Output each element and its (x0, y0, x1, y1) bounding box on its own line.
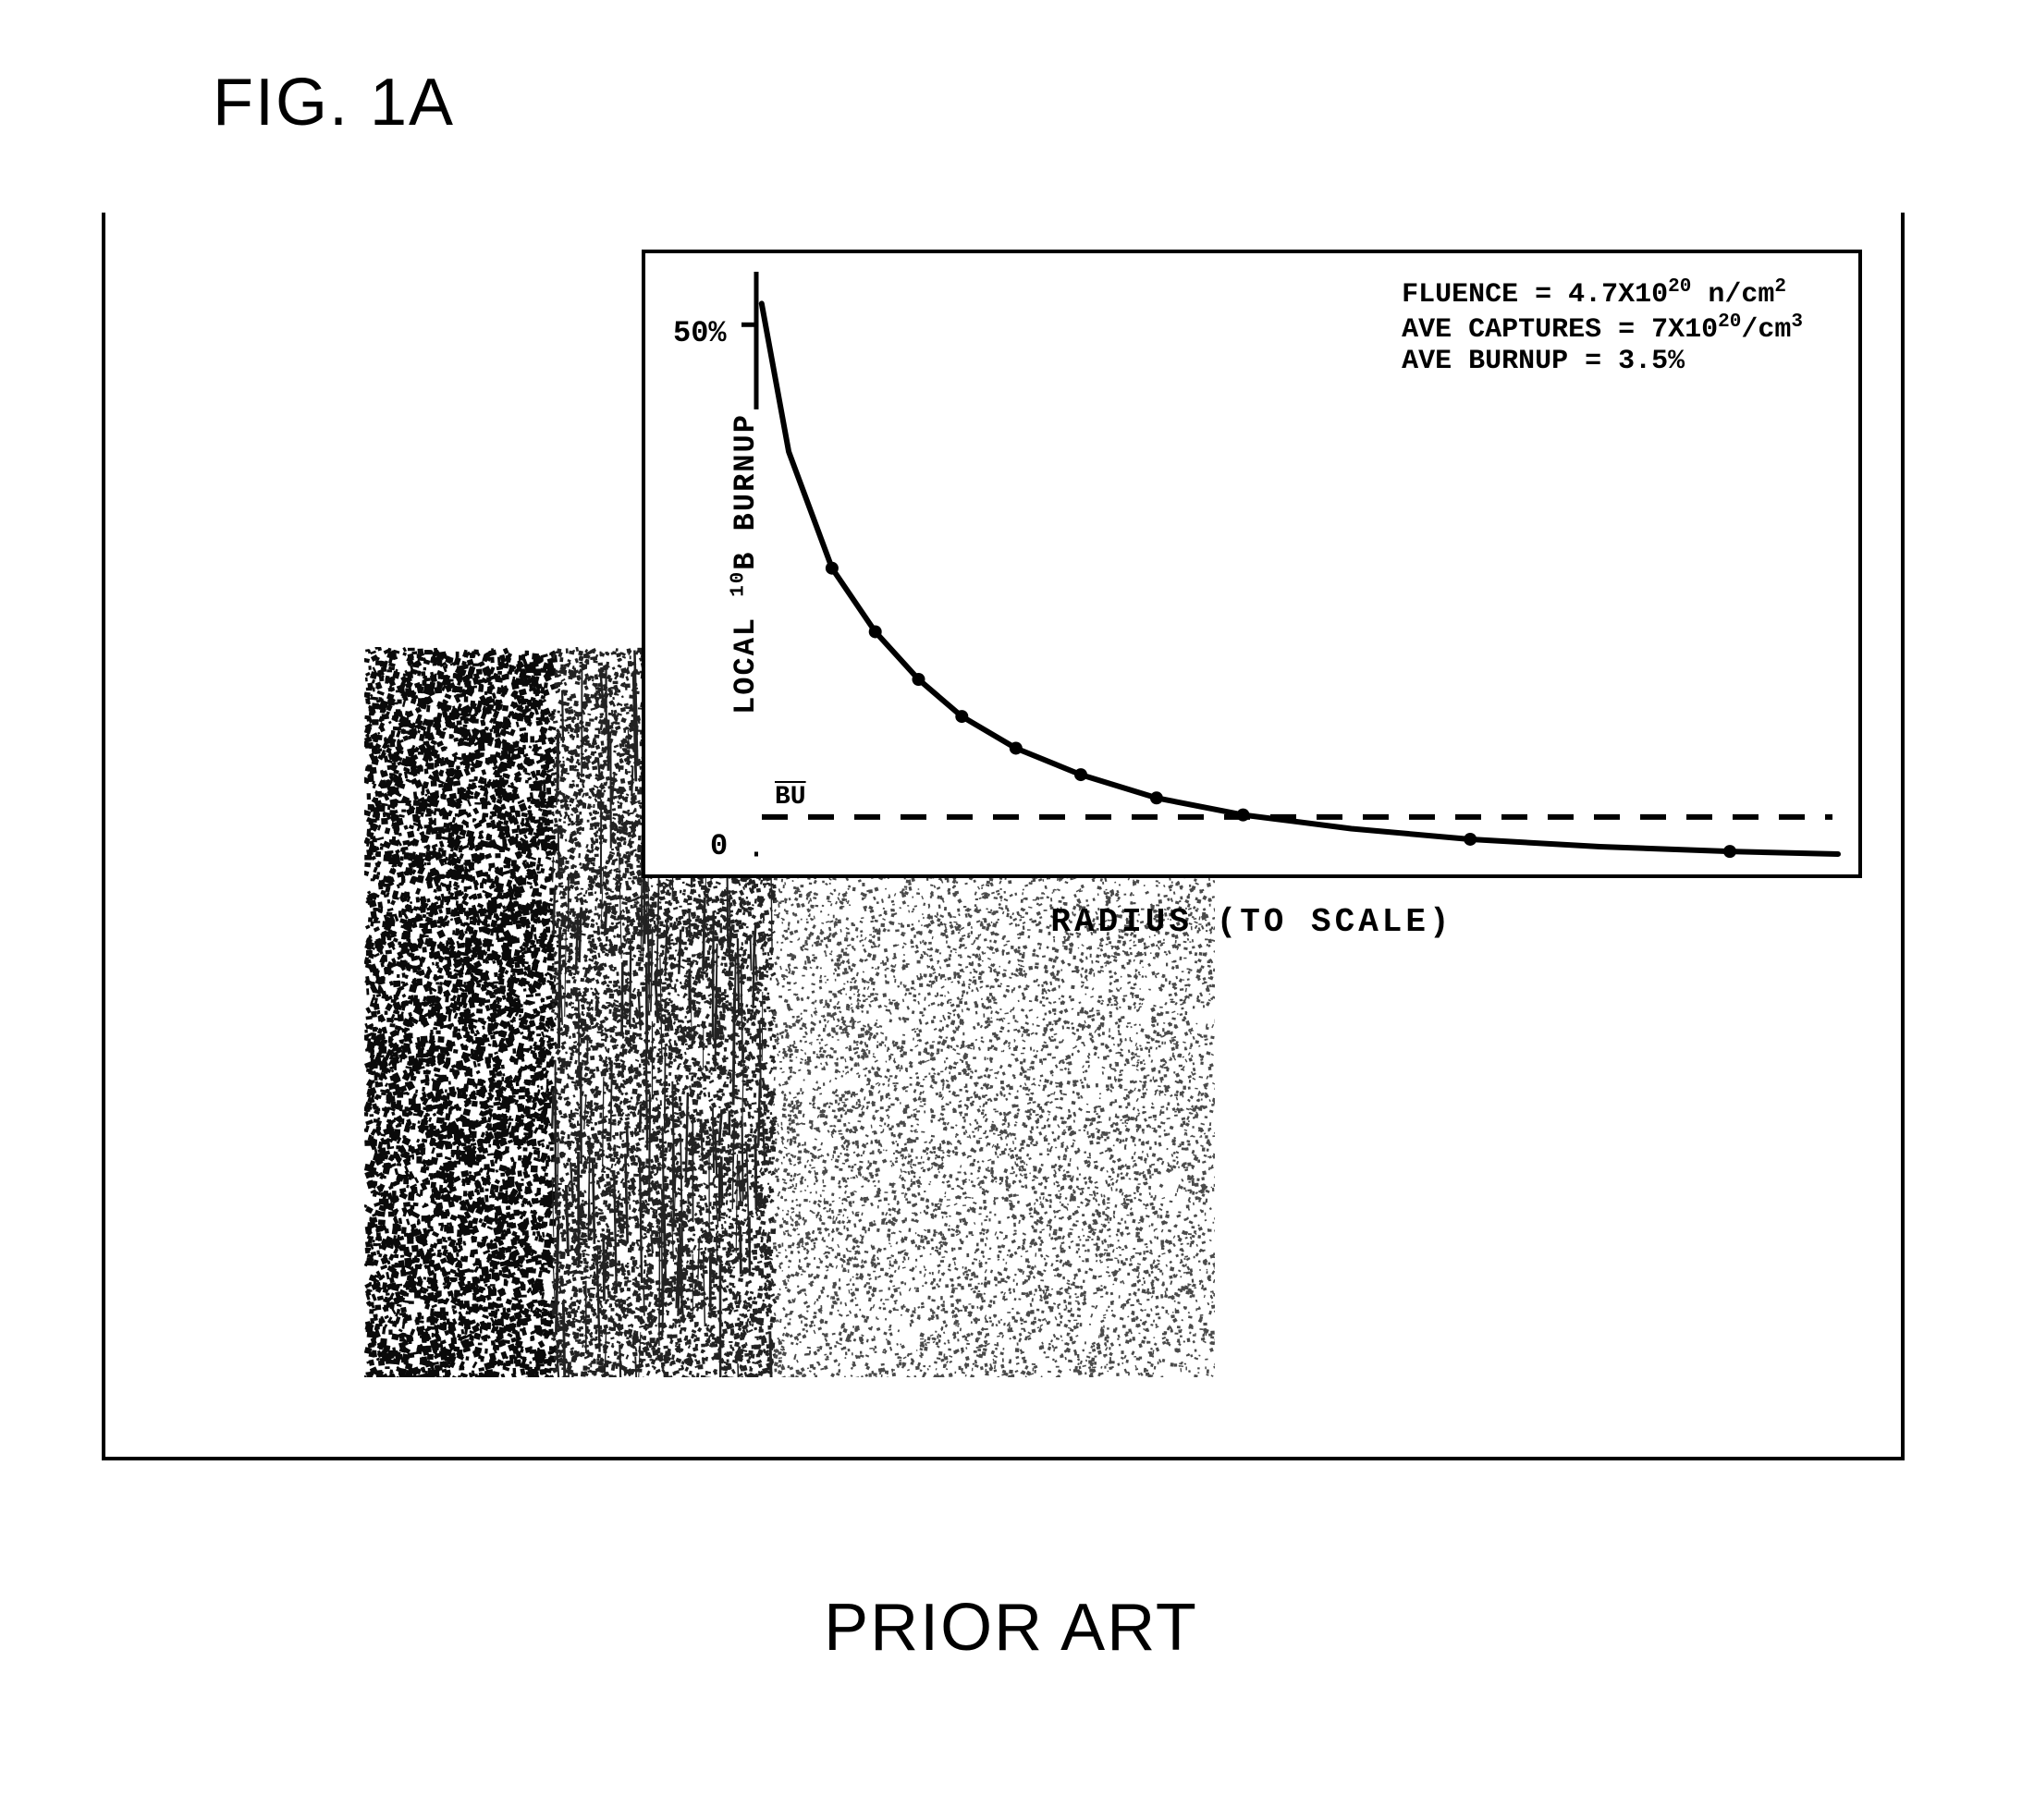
prior-art-label: PRIOR ART (37, 1590, 1985, 1666)
figure-frame: LOCAL 10B BURNUP 50% 0 BU FLUENCE = 4.7X… (102, 213, 1905, 1460)
ytick-50: 50% (673, 316, 727, 350)
ref-line-label: BU (775, 783, 806, 812)
chart-panel: LOCAL 10B BURNUP 50% 0 BU FLUENCE = 4.7X… (642, 250, 1862, 878)
y-axis-label: LOCAL 10B BURNUP (728, 413, 763, 715)
page: FIG. 1A LOCAL 10B BURNUP 50% 0 BU FLUENC… (37, 37, 1985, 1783)
ytick-0: 0 (710, 829, 728, 863)
chart-annotation: FLUENCE = 4.7X1020 n/cm2AVE CAPTURES = 7… (1402, 276, 1803, 378)
figure-label: FIG. 1A (213, 65, 455, 140)
y-axis-label-text: LOCAL 10B BURNUP (729, 413, 763, 715)
x-axis-label: RADIUS (TO SCALE) (645, 903, 1858, 941)
